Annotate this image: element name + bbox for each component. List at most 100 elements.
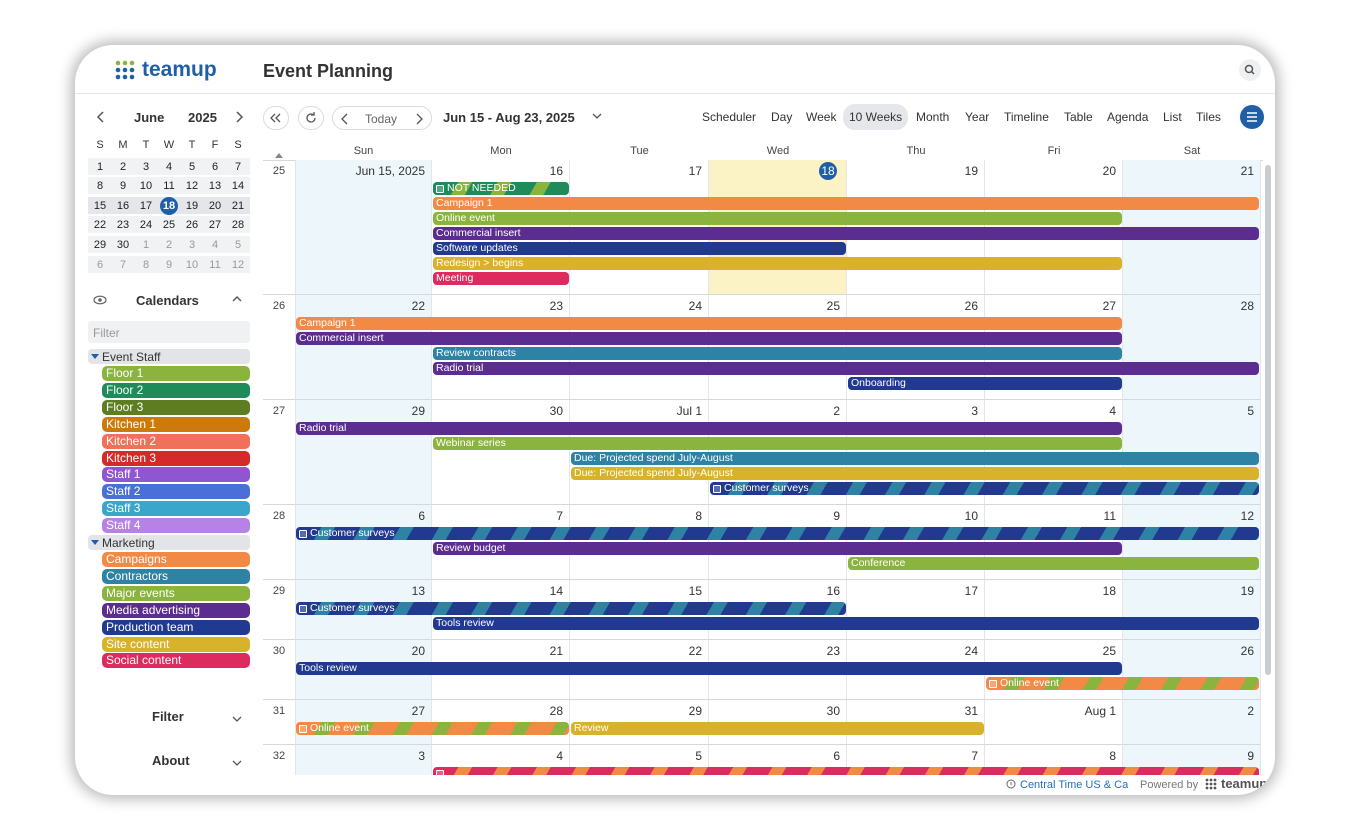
eye-icon[interactable] [93, 294, 107, 306]
event-bar[interactable] [433, 767, 1259, 775]
day-number[interactable]: 23 [549, 299, 563, 313]
calendar-group[interactable]: Marketing [88, 535, 250, 550]
day-number[interactable]: 16 [549, 164, 563, 178]
day-number[interactable]: 20 [1102, 164, 1116, 178]
day-number[interactable]: 30 [549, 404, 563, 418]
mini-day[interactable]: 6 [211, 161, 219, 173]
day-number[interactable]: 25 [1102, 644, 1116, 658]
day-number[interactable]: Jul 1 [676, 404, 702, 418]
next-month[interactable] [233, 110, 245, 124]
timezone-link[interactable]: Central Time US & Ca [1020, 779, 1129, 791]
day-number[interactable]: 7 [556, 509, 563, 523]
day-number[interactable]: 8 [1109, 749, 1116, 763]
mini-day[interactable]: 7 [119, 259, 127, 271]
mini-day[interactable]: 5 [188, 161, 196, 173]
mini-day[interactable]: 1 [96, 161, 104, 173]
collapse-sidebar[interactable] [263, 106, 289, 130]
mini-month[interactable]: June [134, 110, 165, 125]
week-number[interactable]: 29 [272, 585, 286, 597]
mini-day[interactable]: 9 [165, 259, 173, 271]
calendar-item[interactable]: Campaigns [102, 552, 250, 567]
day-number[interactable]: 10 [964, 509, 978, 523]
mini-day[interactable]: 2 [119, 161, 127, 173]
calendar-filter-input[interactable]: Filter [88, 321, 250, 343]
day-number[interactable]: 2 [1247, 704, 1254, 718]
mini-day[interactable]: 1 [142, 239, 150, 251]
event-bar[interactable]: Review budget [433, 542, 1122, 555]
view-tab[interactable]: Year [965, 110, 990, 124]
day-number[interactable]: 12 [1240, 509, 1254, 523]
mini-day[interactable]: 8 [96, 180, 104, 192]
day-number[interactable]: 8 [695, 509, 702, 523]
day-cell[interactable] [1123, 640, 1261, 700]
prev-range[interactable] [339, 112, 351, 126]
date-range[interactable]: Jun 15 - Aug 23, 2025 [443, 110, 575, 125]
day-cell[interactable] [295, 295, 432, 400]
calendar-item[interactable]: Kitchen 3 [102, 450, 250, 466]
event-bar[interactable]: Meeting [433, 272, 569, 285]
mini-day[interactable]: 2 [165, 239, 173, 251]
mini-day[interactable]: 20 [208, 200, 222, 212]
mini-day[interactable]: 3 [188, 239, 196, 251]
event-bar[interactable]: Conference [848, 557, 1259, 570]
event-bar[interactable]: Due: Projected spend July-August [571, 452, 1259, 465]
day-number[interactable]: 21 [549, 644, 563, 658]
mini-day[interactable]: 19 [185, 200, 199, 212]
section-chevron[interactable] [231, 755, 243, 766]
day-number[interactable]: 4 [1109, 404, 1116, 418]
event-bar[interactable]: Customer surveys [296, 527, 1259, 540]
view-tab[interactable]: Week [806, 110, 837, 124]
day-cell[interactable] [295, 745, 432, 775]
week-number[interactable]: 32 [272, 750, 286, 762]
calendar-item[interactable]: Contractors [102, 568, 250, 584]
mini-day[interactable]: 4 [211, 239, 219, 251]
event-bar[interactable]: Tools review [296, 662, 1122, 675]
calendar-item[interactable]: Production team [102, 619, 250, 635]
next-range[interactable] [413, 112, 425, 126]
day-number[interactable]: 4 [556, 749, 563, 763]
day-number[interactable]: 19 [964, 164, 978, 178]
day-cell[interactable] [295, 400, 432, 505]
event-bar[interactable]: Customer surveys [710, 482, 1259, 495]
calendar-item[interactable]: Site content [102, 636, 250, 652]
day-cell[interactable] [432, 400, 570, 505]
sidebar-section[interactable]: Filter [152, 709, 184, 724]
day-cell[interactable] [847, 580, 985, 640]
mini-day[interactable]: 26 [185, 219, 199, 231]
calendar-item[interactable]: Floor 1 [102, 366, 250, 381]
day-number[interactable]: 17 [688, 164, 702, 178]
day-number[interactable]: 16 [826, 584, 840, 598]
view-tab[interactable]: Month [916, 110, 950, 124]
calendar-item[interactable]: Staff 1 [102, 467, 250, 483]
section-chevron[interactable] [231, 711, 243, 722]
calendar-item[interactable]: Social content [102, 653, 250, 669]
day-number[interactable]: 9 [1247, 749, 1254, 763]
mini-day[interactable]: 12 [185, 180, 199, 192]
calendar-item[interactable]: Staff 4 [102, 518, 250, 534]
prev-month[interactable] [95, 110, 107, 124]
mini-day[interactable]: 3 [142, 161, 150, 173]
day-number[interactable]: Jun 15, 2025 [355, 164, 425, 178]
scroll-up[interactable] [274, 146, 284, 158]
day-number[interactable]: 7 [971, 749, 978, 763]
mini-day[interactable]: 16 [116, 200, 130, 212]
event-bar[interactable]: NOT NEEDED [433, 182, 569, 195]
day-number[interactable]: 24 [964, 644, 978, 658]
group-toggle[interactable] [91, 538, 101, 548]
view-tab[interactable]: Agenda [1107, 110, 1149, 124]
day-number[interactable]: 21 [1240, 164, 1254, 178]
day-number[interactable]: 25 [826, 299, 840, 313]
mini-day[interactable]: 18 [160, 197, 178, 215]
mini-day[interactable]: 24 [139, 219, 153, 231]
event-bar[interactable]: Online event [433, 212, 1122, 225]
mini-day[interactable]: 4 [165, 161, 173, 173]
sidebar-section[interactable]: About [152, 753, 190, 768]
mini-day[interactable]: 12 [231, 259, 245, 271]
collapse-calendars[interactable] [231, 294, 243, 304]
event-bar[interactable]: Onboarding [848, 377, 1122, 390]
mini-day[interactable]: 13 [208, 180, 222, 192]
search-button[interactable] [1239, 59, 1261, 81]
today-button[interactable]: Today [365, 112, 398, 126]
day-number[interactable]: 26 [1240, 644, 1254, 658]
day-number[interactable]: 9 [833, 509, 840, 523]
